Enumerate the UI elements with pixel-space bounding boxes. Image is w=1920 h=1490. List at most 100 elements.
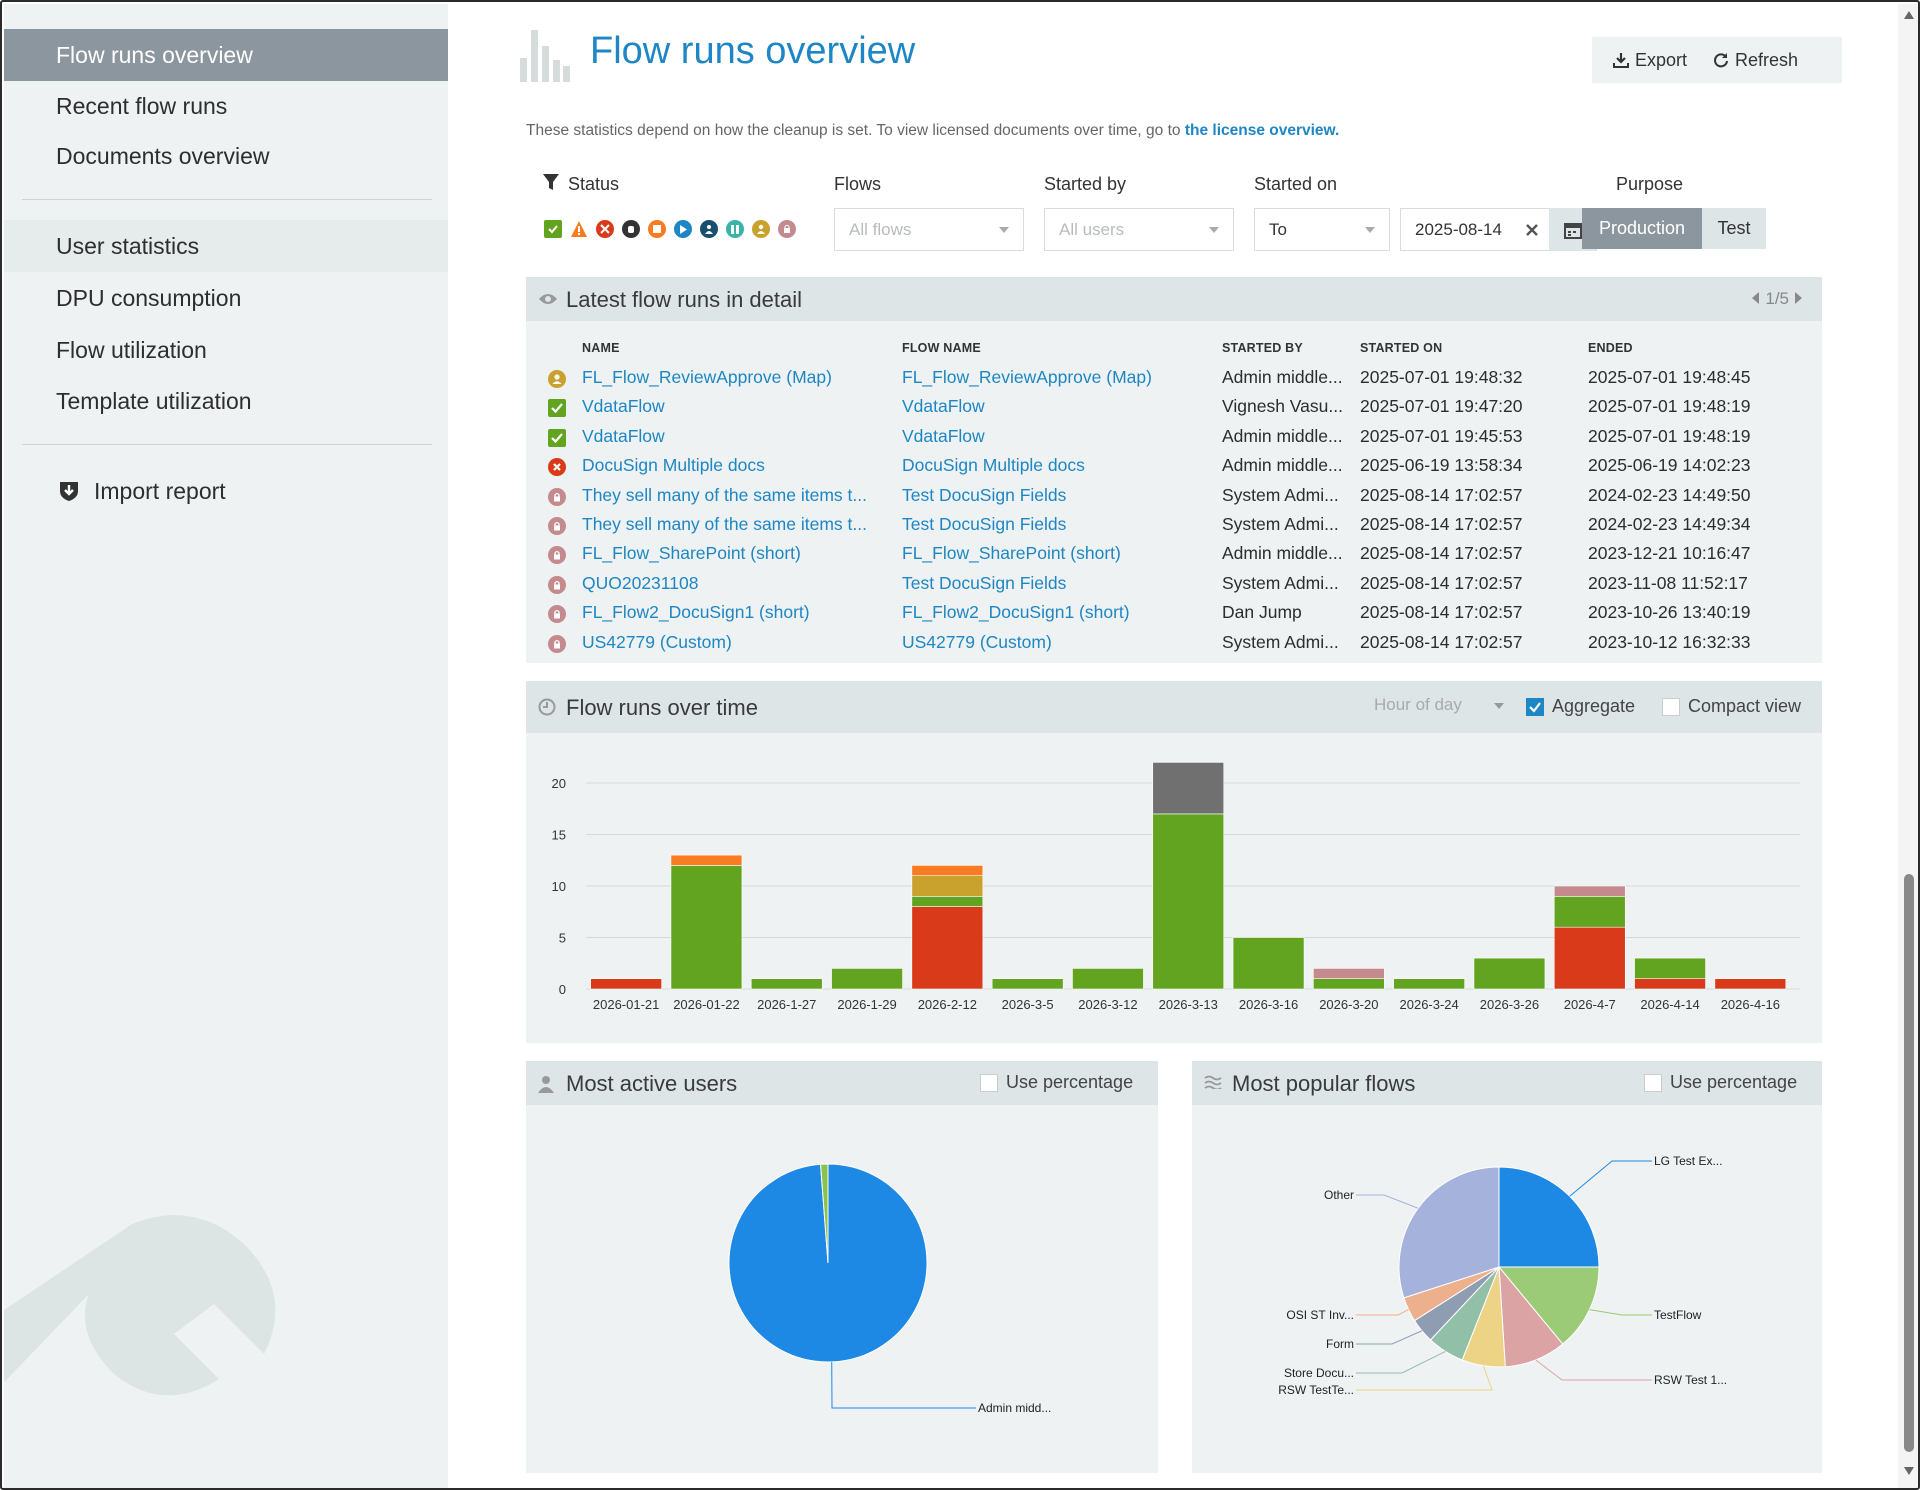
refresh-button[interactable]: Refresh <box>1708 37 1819 83</box>
table-row[interactable]: US42779 (Custom) US42779 (Custom) System A… <box>526 628 1822 657</box>
col-header-ended[interactable]: ENDED <box>1588 341 1633 355</box>
sidebar-item-dpu-consumption[interactable]: DPU consumption <box>56 285 242 311</box>
chevron-right-icon[interactable] <box>1795 292 1802 304</box>
scroll-down-icon[interactable] <box>1903 1466 1915 1476</box>
table-row[interactable]: FL_Flow2_DocuSign1 (short) FL_Flow2_DocuS… <box>526 598 1822 627</box>
pause-icon[interactable] <box>726 220 744 238</box>
scroll-up-icon[interactable] <box>1903 10 1915 20</box>
bar-segment[interactable] <box>1714 978 1787 990</box>
table-row[interactable]: They sell many of the same items t... Tes… <box>526 481 1822 510</box>
sidebar-item-flow-utilization[interactable]: Flow utilization <box>56 337 207 363</box>
bar-segment[interactable] <box>911 875 984 897</box>
purpose-test-button[interactable]: Test <box>1702 208 1766 249</box>
person-icon[interactable] <box>700 220 718 238</box>
table-row[interactable]: VdataFlow VdataFlow Vignesh Vasu... 2025-07… <box>526 392 1822 421</box>
sidebar-item-documents-overview[interactable]: Documents overview <box>56 143 270 169</box>
granularity-select[interactable]: Hour of day <box>1374 695 1504 715</box>
bar-segment[interactable] <box>911 865 984 876</box>
flow-name-link[interactable]: VdataFlow <box>902 425 985 446</box>
flow-name-link[interactable]: Test DocuSign Fields <box>902 514 1067 534</box>
bar-segment[interactable] <box>1152 813 1225 990</box>
run-name-link[interactable]: FL_Flow_ReviewApprove (Map) <box>582 367 832 387</box>
lock-icon[interactable] <box>778 220 796 238</box>
hand-icon[interactable] <box>622 220 640 238</box>
error-icon[interactable] <box>596 220 614 238</box>
bar-segment[interactable] <box>670 854 743 866</box>
bar-segment[interactable] <box>1553 896 1626 928</box>
stop-icon[interactable] <box>648 220 666 238</box>
table-row[interactable]: QUO20231108 Test DocuSign Fields System Ad… <box>526 569 1822 598</box>
flow-name-link[interactable]: FL_Flow2_DocuSign1 (short) <box>902 602 1130 623</box>
bar-segment[interactable] <box>911 896 984 907</box>
run-name-link[interactable]: FL_Flow2_DocuSign1 (short) <box>582 602 810 623</box>
aggregate-checkbox[interactable] <box>1526 698 1544 716</box>
run-name-link[interactable]: US42779 (Custom) <box>582 631 732 652</box>
bar-segment[interactable] <box>1232 937 1305 990</box>
compact-view-checkbox[interactable] <box>1662 698 1680 716</box>
user-icon[interactable] <box>752 220 770 238</box>
check-icon[interactable] <box>544 220 562 238</box>
warning-icon[interactable] <box>570 220 588 238</box>
run-name-link[interactable]: They sell many of the same items t... <box>582 484 867 505</box>
bar-segment[interactable] <box>750 978 823 990</box>
bar-segment[interactable] <box>831 968 903 990</box>
bar-segment[interactable] <box>1553 926 1626 990</box>
flow-name-link[interactable]: DocuSign Multiple docs <box>902 455 1085 476</box>
bar-segment[interactable] <box>1152 762 1225 815</box>
run-name-link[interactable]: VdataFlow <box>582 425 665 446</box>
started-by-select[interactable]: All users <box>1044 208 1234 251</box>
bar-segment[interactable] <box>1634 957 1706 980</box>
bar-segment[interactable] <box>1313 978 1385 990</box>
bar-segment[interactable] <box>590 978 662 990</box>
flow-name-link[interactable]: FL_Flow_ReviewApprove (Map) <box>902 367 1152 387</box>
bar-segment[interactable] <box>1393 978 1465 990</box>
purpose-production-button[interactable]: Production <box>1582 208 1702 249</box>
clear-icon[interactable] <box>1525 223 1539 237</box>
bar-segment[interactable] <box>1473 957 1546 990</box>
table-row[interactable]: FL_Flow_ReviewApprove (Map) FL_Flow_Revie… <box>526 363 1822 392</box>
license-overview-link[interactable]: the license overview. <box>1184 122 1340 139</box>
bar-segment[interactable] <box>1634 978 1706 990</box>
pie-slice[interactable] <box>1398 1166 1500 1299</box>
flow-name-link[interactable]: VdataFlow <box>902 396 985 417</box>
flow-name-link[interactable]: Test DocuSign Fields <box>902 484 1067 505</box>
play-icon[interactable] <box>674 220 692 238</box>
chevron-left-icon[interactable] <box>1752 292 1760 304</box>
table-row[interactable]: VdataFlow VdataFlow Admin middle... 2025-07… <box>526 422 1822 451</box>
bar-segment[interactable] <box>991 978 1064 990</box>
col-header-flow-name[interactable]: FLOW NAME <box>902 341 981 355</box>
flow-name-link[interactable]: US42779 (Custom) <box>902 631 1052 652</box>
export-button[interactable]: Export <box>1592 37 1708 83</box>
table-row[interactable]: FL_Flow_SharePoint (short) FL_Flow_ShareP… <box>526 539 1822 568</box>
col-header-name[interactable]: NAME <box>582 341 620 355</box>
sidebar-item-template-utilization[interactable]: Template utilization <box>56 388 252 414</box>
bar-segment[interactable] <box>670 865 743 990</box>
flow-name-link[interactable]: Test DocuSign Fields <box>902 572 1067 593</box>
col-header-started-on[interactable]: STARTED ON <box>1360 341 1443 355</box>
pie-slice[interactable] <box>1498 1166 1600 1268</box>
table-row[interactable]: They sell many of the same items t... Tes… <box>526 510 1822 539</box>
pie-slice[interactable] <box>820 1163 829 1264</box>
scroll-thumb[interactable] <box>1904 874 1914 1452</box>
bar-segment[interactable] <box>1072 968 1144 990</box>
flows-select[interactable]: All flows <box>834 208 1024 251</box>
run-name-link[interactable]: VdataFlow <box>582 396 665 417</box>
bar-segment[interactable] <box>1553 885 1626 897</box>
sidebar-item-flow-runs-overview[interactable]: Flow runs overview <box>4 29 448 81</box>
bar-segment[interactable] <box>911 906 984 990</box>
run-name-link[interactable]: FL_Flow_SharePoint (short) <box>582 543 801 564</box>
flows-use-percentage-checkbox[interactable] <box>1644 1074 1662 1092</box>
run-name-link[interactable]: They sell many of the same items t... <box>582 514 867 534</box>
import-report-button[interactable]: Import report <box>4 465 448 517</box>
table-row[interactable]: DocuSign Multiple docs DocuSign Multiple … <box>526 451 1822 480</box>
run-name-link[interactable]: QUO20231108 <box>582 572 699 593</box>
scrollbar[interactable] <box>1898 4 1918 1488</box>
pie-slice[interactable] <box>1497 1266 1600 1345</box>
bar-segment[interactable] <box>1313 968 1385 979</box>
sidebar-item-recent-flow-runs[interactable]: Recent flow runs <box>56 93 228 119</box>
flow-name-link[interactable]: FL_Flow_SharePoint (short) <box>902 543 1121 564</box>
run-name-link[interactable]: DocuSign Multiple docs <box>582 455 765 476</box>
started-on-date-input[interactable]: 2025-08-14 <box>1400 208 1550 251</box>
users-use-percentage-checkbox[interactable] <box>980 1074 998 1092</box>
col-header-started-by[interactable]: STARTED BY <box>1222 341 1303 355</box>
